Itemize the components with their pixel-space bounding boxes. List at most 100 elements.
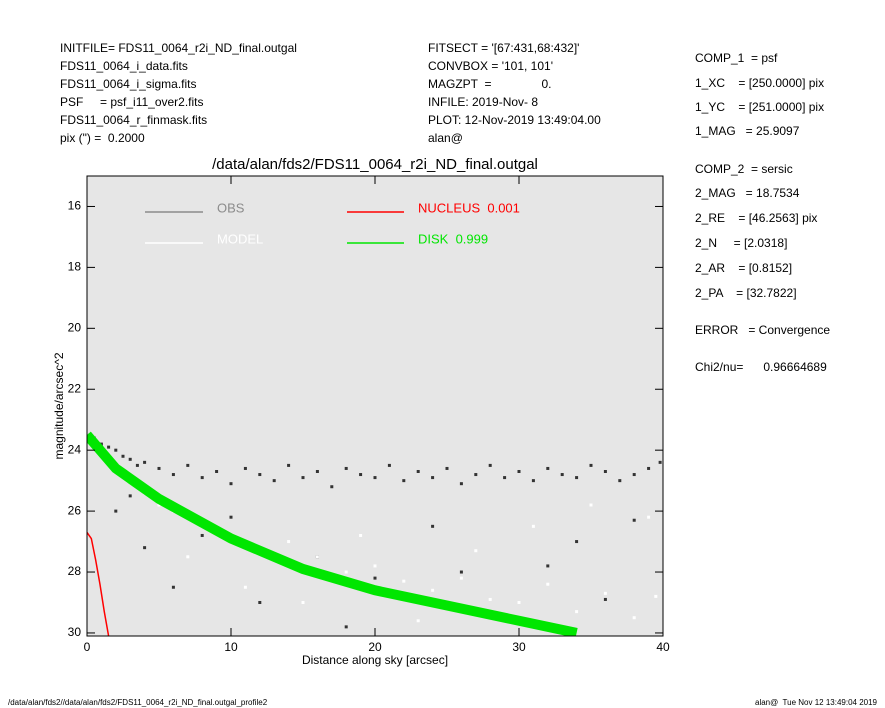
y-tick-label: 20 [68, 320, 82, 334]
y-tick-label: 22 [68, 381, 82, 395]
data-point [171, 585, 175, 589]
data-point [128, 494, 132, 498]
data-point [272, 479, 276, 483]
data-point [344, 466, 348, 470]
data-point [632, 473, 636, 477]
footer-date: alan@ Tue Nov 12 13:49:04 2019 [755, 698, 878, 707]
header-line: MAGZPT = 0. [428, 77, 551, 91]
data-point [200, 476, 204, 480]
data-point [517, 469, 521, 473]
data-point [128, 457, 132, 461]
data-point [575, 540, 579, 544]
x-axis-label: Distance along sky [arcsec] [302, 653, 448, 667]
data-point [632, 616, 636, 620]
data-point [459, 482, 463, 486]
data-point [488, 597, 492, 601]
data-point [114, 509, 118, 513]
data-point [359, 533, 363, 537]
data-point [416, 619, 420, 623]
data-point [575, 610, 579, 614]
fit-parameter: 2_AR = [0.8152] [695, 261, 792, 275]
data-point [186, 555, 190, 559]
data-point [431, 588, 435, 592]
data-point [373, 564, 377, 568]
data-point [632, 518, 636, 522]
data-point [517, 600, 521, 604]
fit-parameter: Chi2/nu= 0.96664689 [695, 360, 827, 374]
x-tick-label: 10 [224, 640, 238, 654]
data-point [431, 524, 435, 528]
data-point [431, 476, 435, 480]
data-point [359, 473, 363, 477]
y-tick-label: 30 [68, 625, 82, 639]
fit-parameter: COMP_2 = sersic [695, 162, 793, 176]
fit-parameter: 2_N = [2.0318] [695, 236, 787, 250]
header-line: CONVBOX = '101, 101' [428, 59, 553, 73]
profile-line [87, 431, 578, 636]
data-point [589, 463, 593, 467]
data-point [107, 445, 111, 449]
data-point [531, 479, 535, 483]
header-line: PSF = psf_i11_over2.fits [60, 95, 204, 109]
data-point [171, 473, 175, 477]
data-point [287, 463, 291, 467]
data-point [330, 485, 334, 489]
y-tick-label: 28 [68, 564, 82, 578]
x-tick-label: 0 [84, 640, 91, 654]
data-point [315, 469, 319, 473]
data-point [459, 570, 463, 574]
data-point [135, 463, 139, 467]
data-point [603, 597, 607, 601]
data-point [546, 564, 550, 568]
header-line: pix (") = 0.2000 [60, 131, 145, 145]
data-point [474, 549, 478, 553]
plot-area [87, 176, 663, 636]
data-point [200, 533, 204, 537]
y-tick-label: 16 [68, 199, 82, 213]
x-tick-label: 30 [512, 640, 526, 654]
data-point [575, 476, 579, 480]
data-point [654, 594, 658, 598]
header-line: FDS11_0064_r_finmask.fits [60, 113, 207, 127]
fit-parameter: 1_YC = [251.0000] pix [695, 100, 824, 114]
data-point [344, 625, 348, 629]
data-point [229, 515, 233, 519]
data-point [373, 576, 377, 580]
data-point [287, 540, 291, 544]
header-line: FDS11_0064_i_sigma.fits [60, 77, 197, 91]
fit-parameter: 1_XC = [250.0000] pix [695, 76, 824, 90]
header-line: alan@ [428, 131, 463, 145]
data-point [121, 454, 125, 458]
data-point [373, 476, 377, 480]
header-line: INITFILE= FDS11_0064_r2i_ND_final.outgal [60, 41, 297, 55]
data-point [618, 479, 622, 483]
footer-path: /data/alan/fds2//data/alan/fds2/FDS11_00… [8, 698, 268, 707]
data-point [315, 555, 319, 559]
header-line: PLOT: 12-Nov-2019 13:49:04.00 [428, 113, 601, 127]
data-point [647, 466, 651, 470]
data-point [258, 473, 262, 477]
data-point [215, 469, 219, 473]
data-point [560, 473, 564, 477]
data-point [589, 503, 593, 507]
header-line: FDS11_0064_i_data.fits [60, 59, 188, 73]
data-point [416, 469, 420, 473]
fit-parameter: 2_MAG = 18.7534 [695, 186, 800, 200]
data-point [546, 582, 550, 586]
y-axis-label: magnitude/arcsec^2 [52, 352, 66, 459]
x-tick-label: 40 [656, 640, 670, 654]
data-point [402, 579, 406, 583]
data-point [445, 466, 449, 470]
data-point [243, 466, 247, 470]
data-point [647, 515, 651, 519]
header-line: INFILE: 2019-Nov- 8 [428, 95, 538, 109]
chart-title: /data/alan/fds2/FDS11_0064_r2i_ND_final.… [212, 156, 538, 173]
fit-parameter: 1_MAG = 25.9097 [695, 124, 800, 138]
data-point [114, 448, 118, 452]
data-layer [87, 431, 662, 636]
y-tick-label: 18 [68, 260, 82, 274]
y-tick-label: 24 [68, 442, 82, 456]
data-point [258, 600, 262, 604]
data-point [229, 482, 233, 486]
